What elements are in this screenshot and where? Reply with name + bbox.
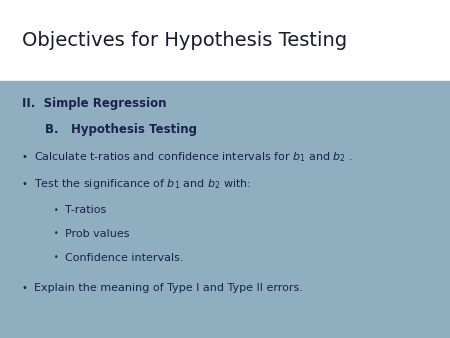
Text: Calculate t-ratios and confidence intervals for $b_1$ and $b_2$ .: Calculate t-ratios and confidence interv…: [34, 150, 353, 164]
Text: Test the significance of $b_1$ and $b_2$ with:: Test the significance of $b_1$ and $b_2$…: [34, 177, 251, 191]
Text: •: •: [22, 179, 28, 189]
Text: Explain the meaning of Type I and Type II errors.: Explain the meaning of Type I and Type I…: [34, 283, 302, 293]
Bar: [0, 0, 450, 81]
Text: II.  Simple Regression: II. Simple Regression: [22, 97, 167, 110]
Text: •: •: [54, 253, 58, 262]
Text: •: •: [54, 206, 58, 215]
Text: Prob values: Prob values: [65, 229, 130, 239]
Text: Objectives for Hypothesis Testing: Objectives for Hypothesis Testing: [22, 31, 347, 50]
Text: •: •: [22, 152, 28, 162]
Text: •: •: [54, 230, 58, 238]
Text: •: •: [22, 283, 28, 293]
Bar: [0, 81, 450, 338]
Text: T-ratios: T-ratios: [65, 205, 107, 215]
Text: B.   Hypothesis Testing: B. Hypothesis Testing: [45, 123, 197, 136]
Text: Confidence intervals.: Confidence intervals.: [65, 252, 184, 263]
